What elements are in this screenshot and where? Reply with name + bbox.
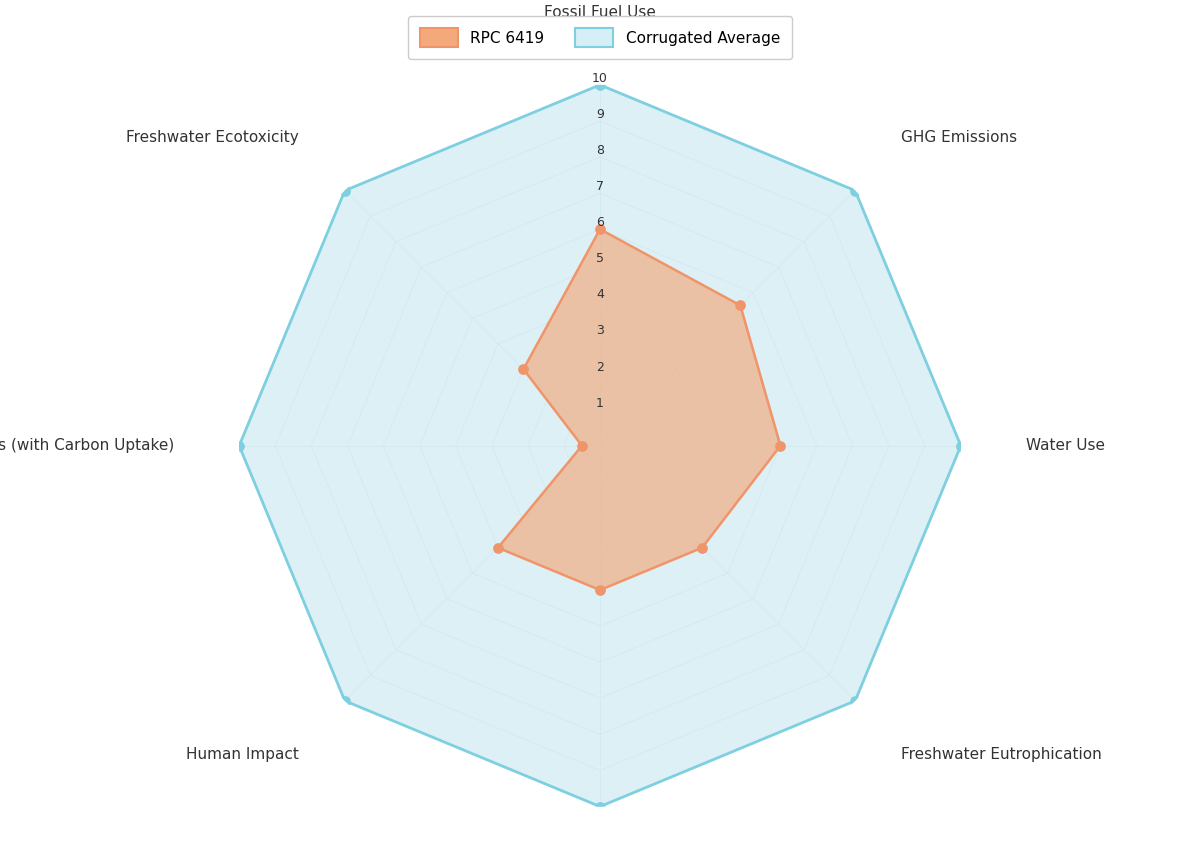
Point xyxy=(846,694,865,708)
Text: 7: 7 xyxy=(596,180,604,194)
Point xyxy=(692,541,712,554)
Point xyxy=(590,583,610,597)
Point xyxy=(229,439,248,453)
Text: 3: 3 xyxy=(596,324,604,338)
Legend: RPC 6419, Corrugated Average: RPC 6419, Corrugated Average xyxy=(408,16,792,59)
Point xyxy=(590,222,610,236)
Point xyxy=(514,363,533,376)
Point xyxy=(572,439,592,453)
Text: 2: 2 xyxy=(596,361,604,374)
Polygon shape xyxy=(498,229,780,590)
Text: 10: 10 xyxy=(592,72,608,85)
Text: Human Impact: Human Impact xyxy=(186,747,299,762)
Text: 4: 4 xyxy=(596,289,604,301)
Point xyxy=(731,299,750,312)
Point xyxy=(846,183,865,197)
Point xyxy=(590,78,610,92)
Text: GHG Emissions: GHG Emissions xyxy=(901,130,1018,144)
Text: 9: 9 xyxy=(596,108,604,121)
Text: Freshwater Eutrophication: Freshwater Eutrophication xyxy=(901,747,1102,762)
Text: 5: 5 xyxy=(596,252,604,265)
Text: 1: 1 xyxy=(596,396,604,410)
Point xyxy=(488,541,508,554)
Text: Fossil Fuel Use: Fossil Fuel Use xyxy=(544,5,656,20)
Text: 6: 6 xyxy=(596,216,604,229)
Point xyxy=(335,694,354,708)
Point xyxy=(770,439,790,453)
Point xyxy=(590,800,610,813)
Text: Water Use: Water Use xyxy=(1026,438,1105,453)
Text: 8: 8 xyxy=(596,144,604,157)
Text: Freshwater Ecotoxicity: Freshwater Ecotoxicity xyxy=(126,130,299,144)
Polygon shape xyxy=(239,85,961,807)
Point xyxy=(952,439,971,453)
Point xyxy=(335,183,354,197)
Text: GHG Emissions (with Carbon Uptake): GHG Emissions (with Carbon Uptake) xyxy=(0,438,174,453)
